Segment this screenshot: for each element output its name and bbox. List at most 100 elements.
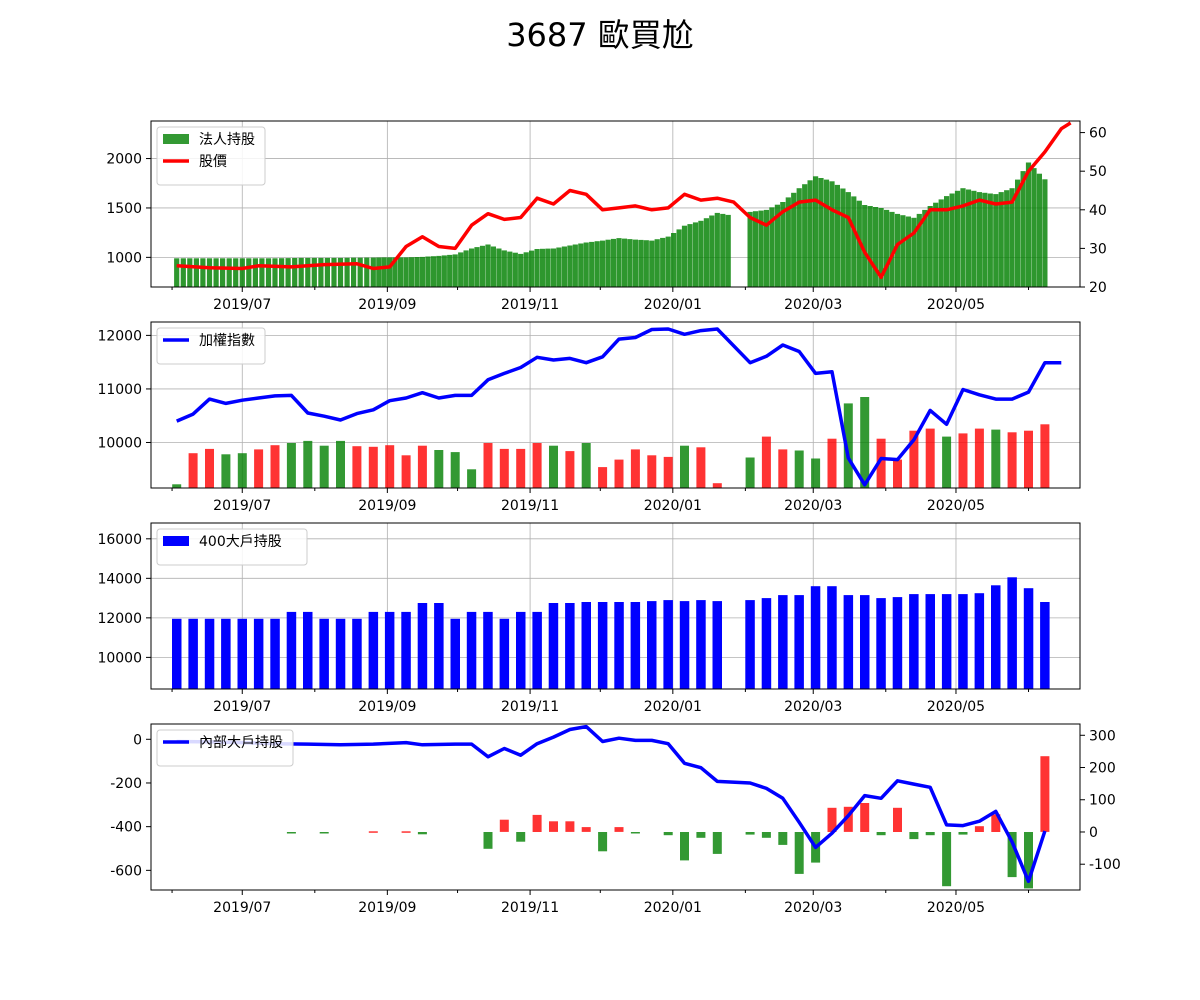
y-tick-label: 2000 <box>106 152 142 168</box>
bar-insider-change <box>663 832 673 836</box>
bar-institutional <box>987 193 993 287</box>
bar-large-holders <box>827 586 837 689</box>
legend-label: 400大戶持股 <box>199 534 282 550</box>
bar-institutional <box>298 257 304 287</box>
bar-institutional <box>259 258 265 287</box>
bar-institutional <box>605 239 611 287</box>
bar-insider-change <box>319 832 329 834</box>
bar-large-holders <box>778 595 788 689</box>
x-tick-label: 2020/05 <box>927 699 985 715</box>
bar-index-change <box>352 446 362 488</box>
bar-institutional <box>518 253 524 287</box>
bar-large-holders <box>925 594 935 689</box>
y2-tick-label: 30 <box>1089 241 1107 257</box>
bar-institutional <box>370 257 376 287</box>
bar-institutional <box>993 194 999 287</box>
bar-institutional <box>364 257 370 287</box>
bar-institutional <box>357 257 363 287</box>
bar-large-holders <box>221 618 231 689</box>
bar-institutional <box>933 202 939 287</box>
bar-large-holders <box>647 601 657 689</box>
bar-insider-change <box>860 803 870 832</box>
bar-institutional <box>905 216 911 287</box>
bar-institutional <box>337 257 344 287</box>
legend-box <box>156 327 266 365</box>
bar-institutional <box>1042 179 1048 287</box>
bar-insider-change <box>401 831 411 833</box>
bar-insider-change <box>549 821 558 832</box>
bar-index-change <box>270 445 280 488</box>
bar-institutional <box>279 258 285 287</box>
bar-institutional <box>813 176 819 287</box>
bar-institutional <box>851 196 857 287</box>
bar-institutional <box>200 258 206 287</box>
line-index <box>176 327 1062 487</box>
bar-institutional <box>627 239 633 287</box>
y-tick-label: 10000 <box>97 650 142 666</box>
bar-index-change <box>385 445 395 488</box>
y2-tick-label: 300 <box>1089 728 1116 744</box>
bar-institutional <box>621 238 628 287</box>
bar-institutional <box>703 218 709 287</box>
x-tick-label: 2020/05 <box>927 498 985 514</box>
bar-large-holders <box>237 618 247 689</box>
bar-institutional <box>632 239 638 287</box>
bar-institutional <box>351 257 357 287</box>
bar-institutional <box>408 257 415 287</box>
bar-insider-change <box>680 832 689 861</box>
bar-institutional <box>802 184 808 287</box>
bar-institutional <box>193 258 199 287</box>
bar-index-change <box>614 459 624 488</box>
y-tick-label: -200 <box>110 776 142 792</box>
bar-insider-change <box>794 832 804 874</box>
bar-large-holders <box>761 598 772 689</box>
bar-institutional <box>758 210 764 287</box>
bar-index-change <box>221 454 231 488</box>
bar-large-holders <box>909 594 919 689</box>
x-tick-label: 2020/03 <box>784 297 842 313</box>
bar-institutional <box>676 229 682 287</box>
bar-institutional <box>485 244 491 287</box>
bar-index-change <box>696 447 706 488</box>
bar-insider-change <box>974 826 984 832</box>
x-tick-label: 2020/03 <box>784 699 842 715</box>
bar-insider-change <box>876 832 886 836</box>
panel-1: 2019/07 2019/09 2019/11 2020/01 2020/03 2020/… <box>106 120 1107 313</box>
bar-institutional <box>430 256 436 287</box>
bar-index-change <box>663 456 673 488</box>
bar-insider-change <box>843 806 853 832</box>
bar-index-change <box>876 438 886 488</box>
bar-large-holders <box>352 618 362 689</box>
bar-institutional <box>550 248 557 287</box>
bar-index-change <box>516 448 526 488</box>
bar-institutional <box>709 215 715 287</box>
bar-institutional <box>960 188 966 287</box>
bar-index-change <box>467 469 477 488</box>
y-tick-label: -600 <box>110 863 142 879</box>
bar-institutional <box>452 254 458 287</box>
bar-institutional <box>807 180 813 287</box>
y2-tick-label: 20 <box>1089 280 1107 296</box>
bar-large-holders <box>417 603 428 689</box>
panel-2: 2019/07 2019/09 2019/11 2020/01 2020/03 2020/… <box>97 321 1081 514</box>
bar-institutional <box>441 255 447 287</box>
x-tick-label: 2020/01 <box>644 900 702 916</box>
y2-tick-label: 200 <box>1089 761 1116 777</box>
y-tick-label: 1000 <box>106 250 142 266</box>
bar-large-holders <box>303 611 313 689</box>
bar-insider-change <box>598 832 608 852</box>
panel-border <box>150 120 1081 288</box>
bar-large-holders <box>335 618 346 689</box>
bar-institutional <box>246 258 252 287</box>
bar-large-holders <box>401 611 411 689</box>
bar-large-holders <box>434 603 444 689</box>
bar-institutional <box>572 244 578 287</box>
bar-large-holders <box>466 611 477 689</box>
bar-institutional <box>818 178 824 287</box>
bar-institutional <box>252 258 258 287</box>
bar-institutional <box>922 209 928 287</box>
bar-large-holders <box>450 618 460 689</box>
bar-institutional <box>285 258 291 287</box>
bar-institutional <box>1004 190 1010 287</box>
bar-institutional <box>479 245 486 287</box>
